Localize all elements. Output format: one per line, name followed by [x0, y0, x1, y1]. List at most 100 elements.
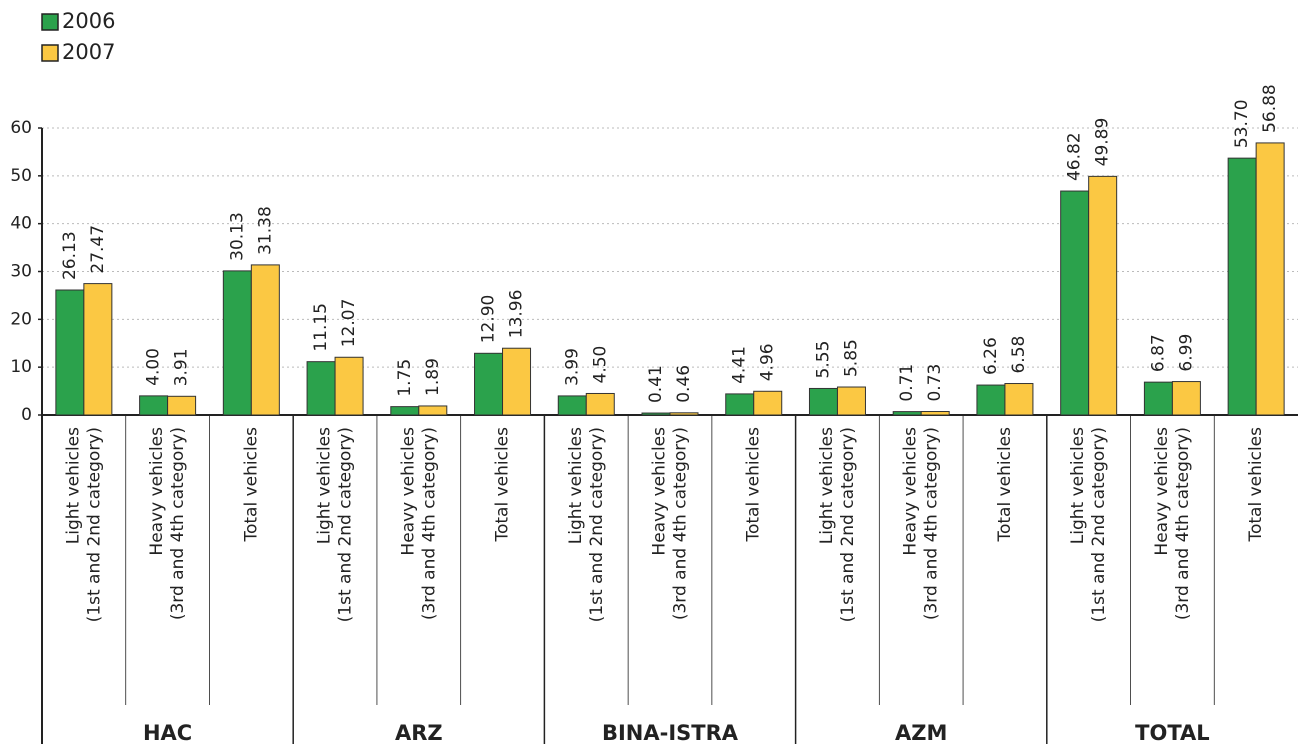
x-tick-label: (1st and 2nd category): [1089, 427, 1109, 622]
group-label: HAC: [143, 721, 192, 744]
bar: [334, 356, 364, 416]
value-label: 1.75: [395, 359, 415, 397]
legend-label: 2007: [62, 40, 115, 64]
x-tick-label: Total vehicles: [995, 427, 1015, 543]
value-label: 46.82: [1065, 132, 1085, 181]
value-label: 26.13: [60, 231, 80, 280]
value-label: 5.85: [841, 339, 861, 377]
y-tick-label: 10: [10, 357, 32, 377]
x-tick-label: Total vehicles: [493, 427, 513, 543]
group-label: AZM: [895, 721, 947, 744]
x-tick-label: Heavy vehicles: [650, 427, 670, 556]
y-tick-label: 60: [10, 118, 32, 138]
value-label: 56.88: [1260, 84, 1280, 133]
bar: [167, 395, 197, 416]
x-tick-label: Total vehicles: [241, 427, 261, 543]
x-tick-label: (3rd and 4th category): [671, 427, 691, 620]
x-tick-label: Heavy vehicles: [147, 427, 167, 556]
x-tick-label: Heavy vehicles: [901, 427, 921, 556]
y-tick-label: 0: [21, 405, 32, 425]
x-tick-label: (1st and 2nd category): [336, 427, 356, 622]
bar: [390, 406, 420, 416]
bar: [976, 384, 1006, 416]
value-label: 12.90: [479, 295, 499, 344]
value-label: 53.70: [1232, 99, 1252, 148]
value-label: 0.41: [646, 365, 666, 403]
x-tick-label: (1st and 2nd category): [587, 427, 607, 622]
legend-label: 2006: [62, 9, 115, 33]
bar: [55, 289, 85, 416]
value-label: 4.00: [144, 348, 164, 386]
bar: [669, 412, 699, 416]
bar: [306, 361, 336, 416]
bar: [892, 411, 922, 416]
legend-swatch: [41, 44, 59, 62]
bar: [139, 395, 169, 416]
value-label: 13.96: [507, 290, 527, 339]
bar: [1060, 190, 1090, 416]
value-label: 0.73: [925, 364, 945, 402]
value-label: 49.89: [1093, 118, 1113, 167]
value-label: 0.46: [674, 365, 694, 403]
bar: [418, 405, 448, 416]
x-tick-label: (1st and 2nd category): [84, 427, 104, 622]
value-label: 5.55: [813, 341, 833, 379]
bar: [250, 264, 280, 416]
bar: [83, 283, 113, 416]
x-tick-label: Light vehicles: [1068, 427, 1088, 544]
x-tick-label: Total vehicles: [1246, 427, 1266, 543]
bar: [557, 395, 587, 416]
bar: [753, 390, 783, 416]
bar: [1227, 157, 1257, 416]
x-tick-label: (3rd and 4th category): [1173, 427, 1193, 620]
bar: [808, 387, 838, 416]
x-tick-label: (3rd and 4th category): [922, 427, 942, 620]
x-tick-label: (3rd and 4th category): [168, 427, 188, 620]
bar: [502, 347, 532, 416]
bar: [725, 393, 755, 416]
y-tick-label: 40: [10, 214, 32, 234]
value-label: 0.71: [897, 364, 917, 402]
group-label: TOTAL: [1135, 721, 1210, 744]
x-tick-label: Light vehicles: [315, 427, 335, 544]
x-tick-label: Light vehicles: [63, 427, 83, 544]
x-tick-label: (3rd and 4th category): [419, 427, 439, 620]
bar: [920, 411, 950, 416]
x-tick-label: Light vehicles: [817, 427, 837, 544]
bar: [1143, 381, 1173, 416]
x-tick-label: (1st and 2nd category): [838, 427, 858, 622]
y-tick-label: 30: [10, 262, 32, 282]
bar: [641, 412, 671, 416]
group-label: BINA-ISTRA: [602, 721, 739, 744]
bar: [1004, 383, 1034, 416]
value-label: 1.89: [423, 358, 443, 396]
x-tick-label: Heavy vehicles: [1152, 427, 1172, 556]
value-label: 4.50: [590, 346, 610, 384]
y-tick-label: 20: [10, 309, 32, 329]
bar: [836, 386, 866, 416]
value-label: 30.13: [227, 212, 247, 261]
value-label: 12.07: [339, 299, 359, 348]
value-label: 6.26: [981, 337, 1001, 375]
bar: [222, 270, 252, 416]
bar: [1171, 381, 1201, 416]
bar: [1088, 175, 1118, 416]
x-tick-label: Light vehicles: [566, 427, 586, 544]
legend-swatch: [41, 13, 59, 31]
value-label: 3.99: [562, 348, 582, 386]
x-tick-label: Heavy vehicles: [398, 427, 418, 556]
value-label: 4.96: [758, 343, 778, 381]
value-label: 27.47: [88, 225, 108, 274]
x-tick-label: Total vehicles: [744, 427, 764, 543]
bar: [1255, 142, 1285, 416]
group-label: ARZ: [395, 721, 443, 744]
value-label: 31.38: [255, 206, 275, 255]
bar: [474, 352, 504, 416]
y-tick-label: 50: [10, 166, 32, 186]
value-label: 6.58: [1009, 336, 1029, 374]
value-label: 3.91: [172, 348, 192, 386]
value-label: 4.41: [730, 346, 750, 384]
value-label: 11.15: [311, 303, 331, 352]
value-label: 6.87: [1148, 334, 1168, 372]
